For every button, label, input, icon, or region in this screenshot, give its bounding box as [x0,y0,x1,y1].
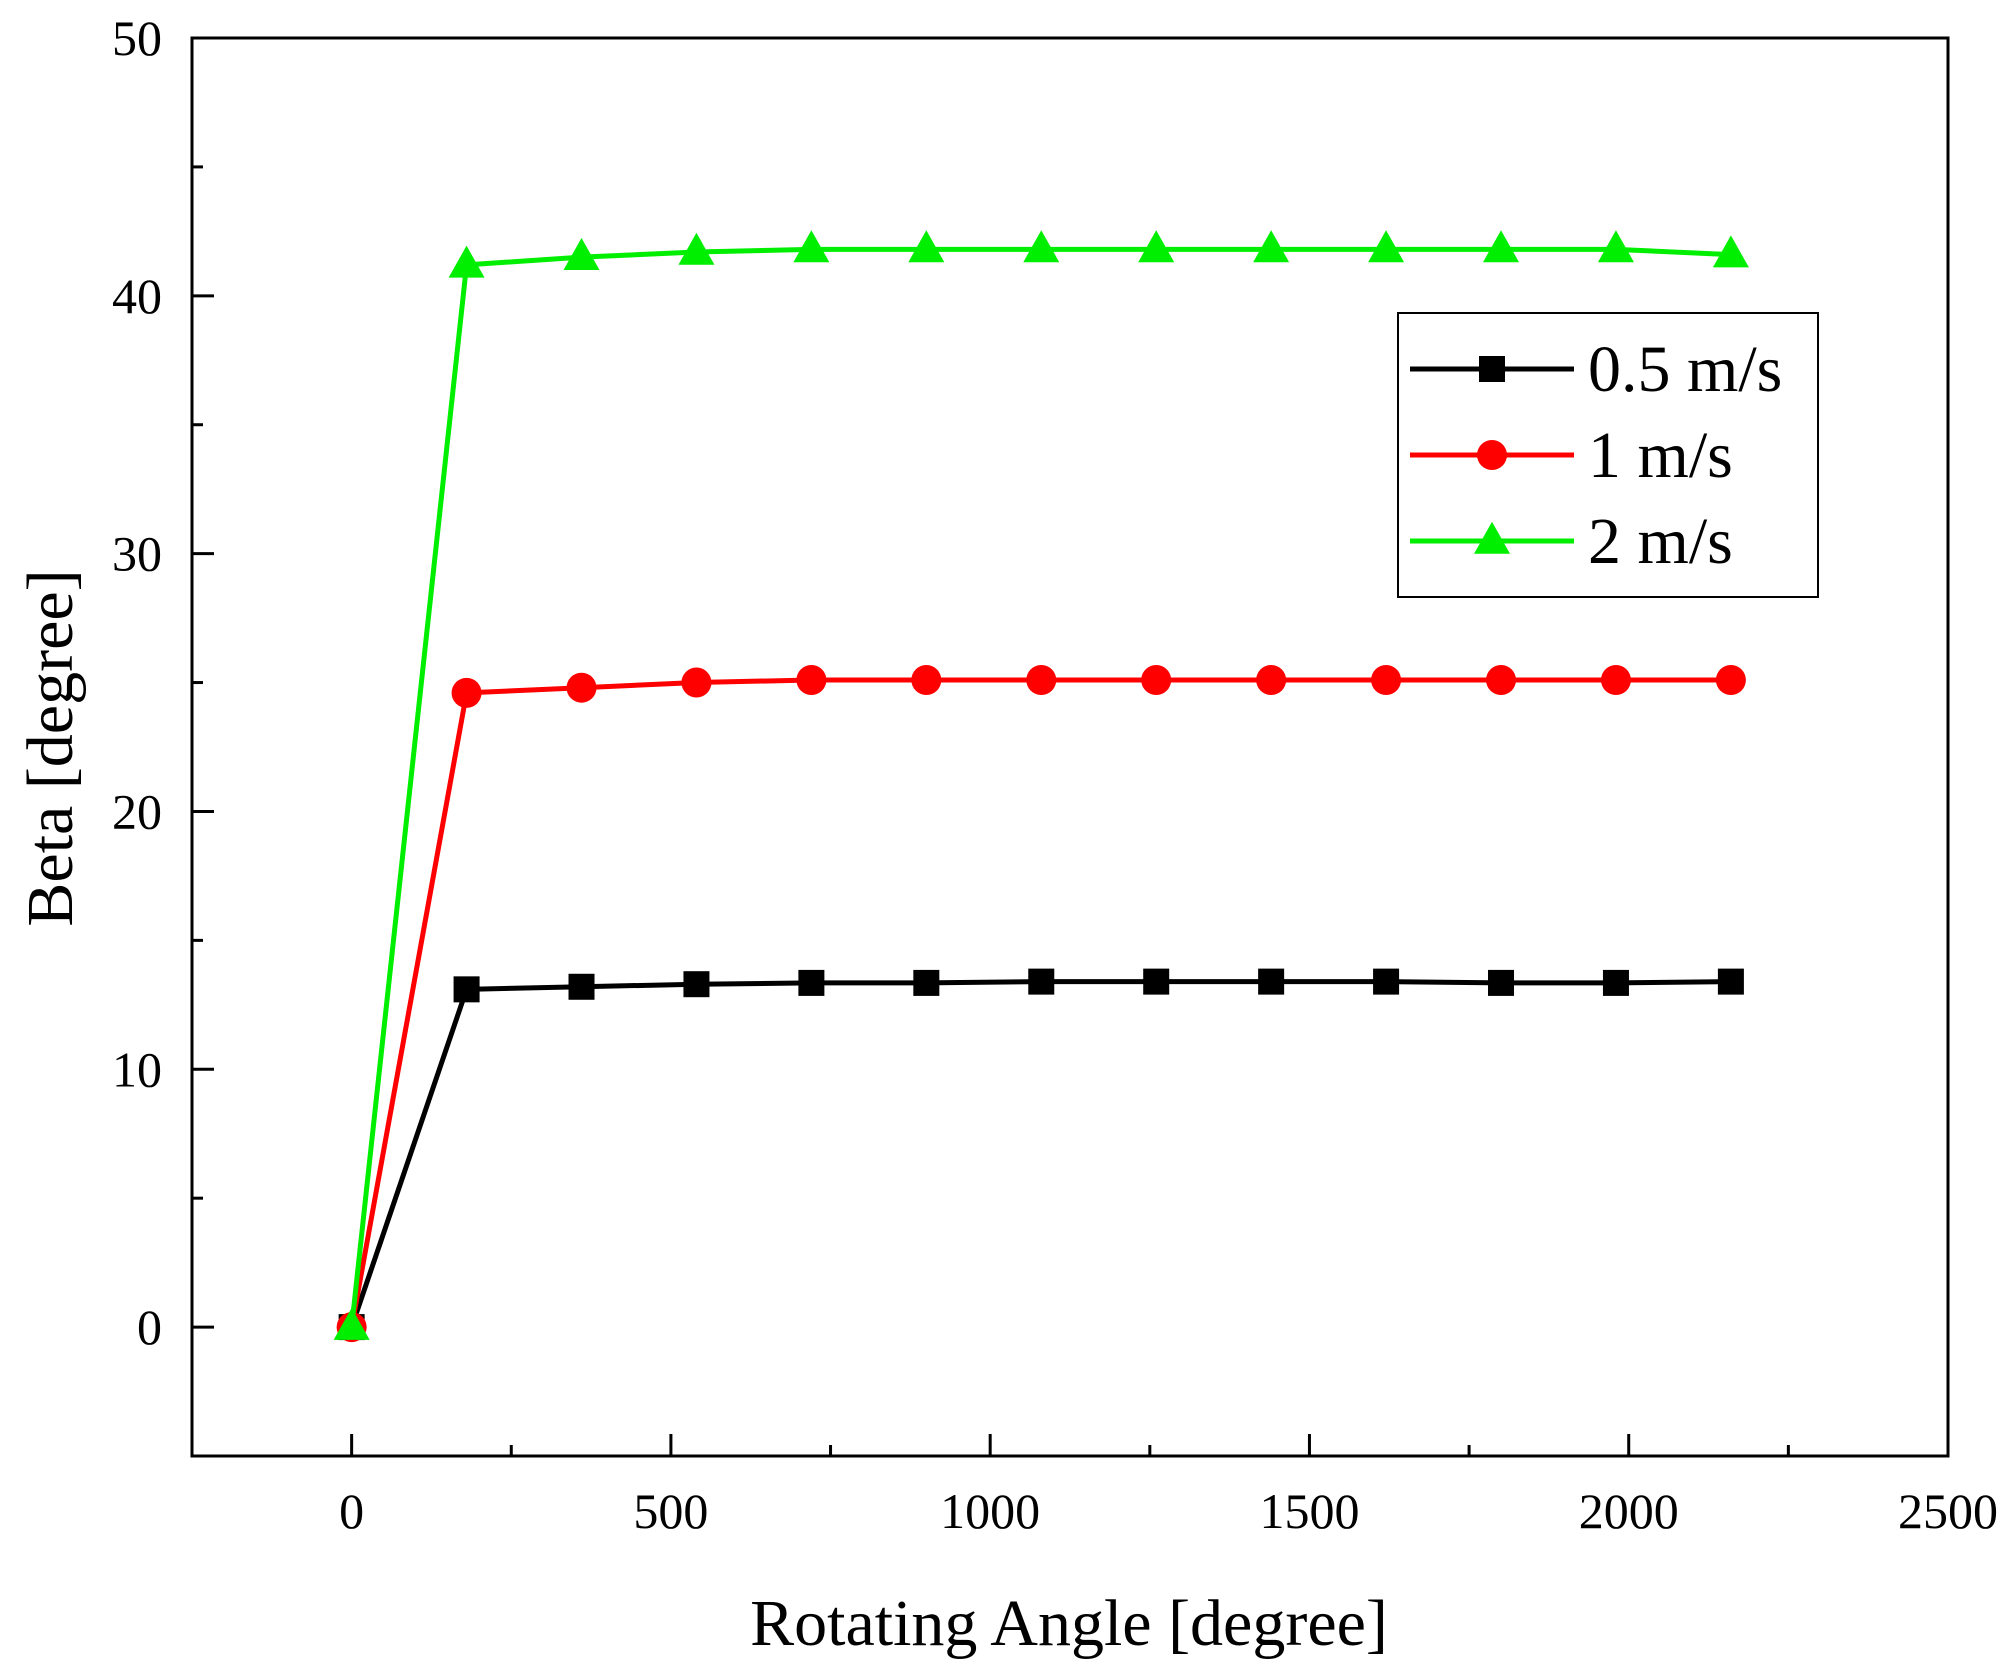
data-point [1712,235,1749,268]
data-point [796,664,827,695]
legend-item-2: 2 m/s [1410,505,1733,578]
data-point [451,677,482,708]
series-2 [333,230,1749,1340]
y-tick-label: 10 [112,1041,162,1097]
data-point [678,232,715,265]
data-point [1143,968,1170,995]
data-point [1597,230,1634,263]
data-point [1256,664,1287,695]
x-tick-label: 500 [633,1483,708,1539]
series-0 [338,968,1744,1341]
x-tick-label: 1500 [1259,1483,1359,1539]
data-point [1488,969,1515,996]
data-point [453,976,480,1003]
data-point [566,672,597,703]
data-point [1715,664,1746,695]
legend-label: 2 m/s [1588,505,1733,578]
data-point [1371,664,1402,695]
data-point [568,973,595,1000]
series-layer [333,230,1749,1343]
x-tick-label: 2000 [1579,1483,1679,1539]
y-tick-label: 0 [137,1299,162,1355]
y-tick-label: 20 [112,783,162,839]
data-point [448,245,485,278]
data-point [1486,664,1517,695]
data-point [1717,968,1744,995]
plot-frame [190,36,1950,1458]
data-point [563,237,600,270]
data-point [333,1307,370,1340]
data-point [1023,230,1060,263]
data-point [1138,230,1175,263]
data-point [908,230,945,263]
legend-marker [1479,356,1505,382]
y-tick-label: 40 [112,268,162,324]
y-tick-label: 50 [112,10,162,66]
data-point [1368,230,1405,263]
data-point [1602,969,1629,996]
data-point [1483,230,1520,263]
series-line [349,979,1731,1328]
x-tick-label: 2500 [1898,1483,1998,1539]
legend: 0.5 m/s 1 m/s 2 m/s [1397,312,1819,598]
data-point [1141,664,1172,695]
data-point [911,664,942,695]
x-tick-label: 0 [339,1483,364,1539]
legend-label: 1 m/s [1588,419,1733,492]
axes-layer: 0 500 1000 1500 2000 2500 0 10 20 30 40 50 [112,10,1998,1539]
x-tick-label: 1000 [940,1483,1040,1539]
legend-item-0: 0.5 m/s [1410,333,1782,406]
data-point [1028,968,1055,995]
data-point [1600,664,1631,695]
data-point [793,230,830,263]
data-point [1253,230,1290,263]
y-axis-title: Beta [degree] [14,569,87,926]
series-line [349,677,1731,1328]
data-point [1026,664,1057,695]
y-tick-label: 30 [112,526,162,582]
data-point [913,969,940,996]
legend-label: 0.5 m/s [1588,333,1782,406]
legend-marker [1477,440,1507,470]
data-point [798,969,825,996]
data-point [681,667,712,698]
x-axis-title: Rotating Angle [degree] [750,1587,1388,1660]
data-point [1258,968,1285,995]
legend-item-1: 1 m/s [1410,419,1733,492]
data-point [683,971,710,998]
data-point [1373,968,1400,995]
legend-marker [1474,521,1510,554]
series-1 [336,664,1746,1343]
